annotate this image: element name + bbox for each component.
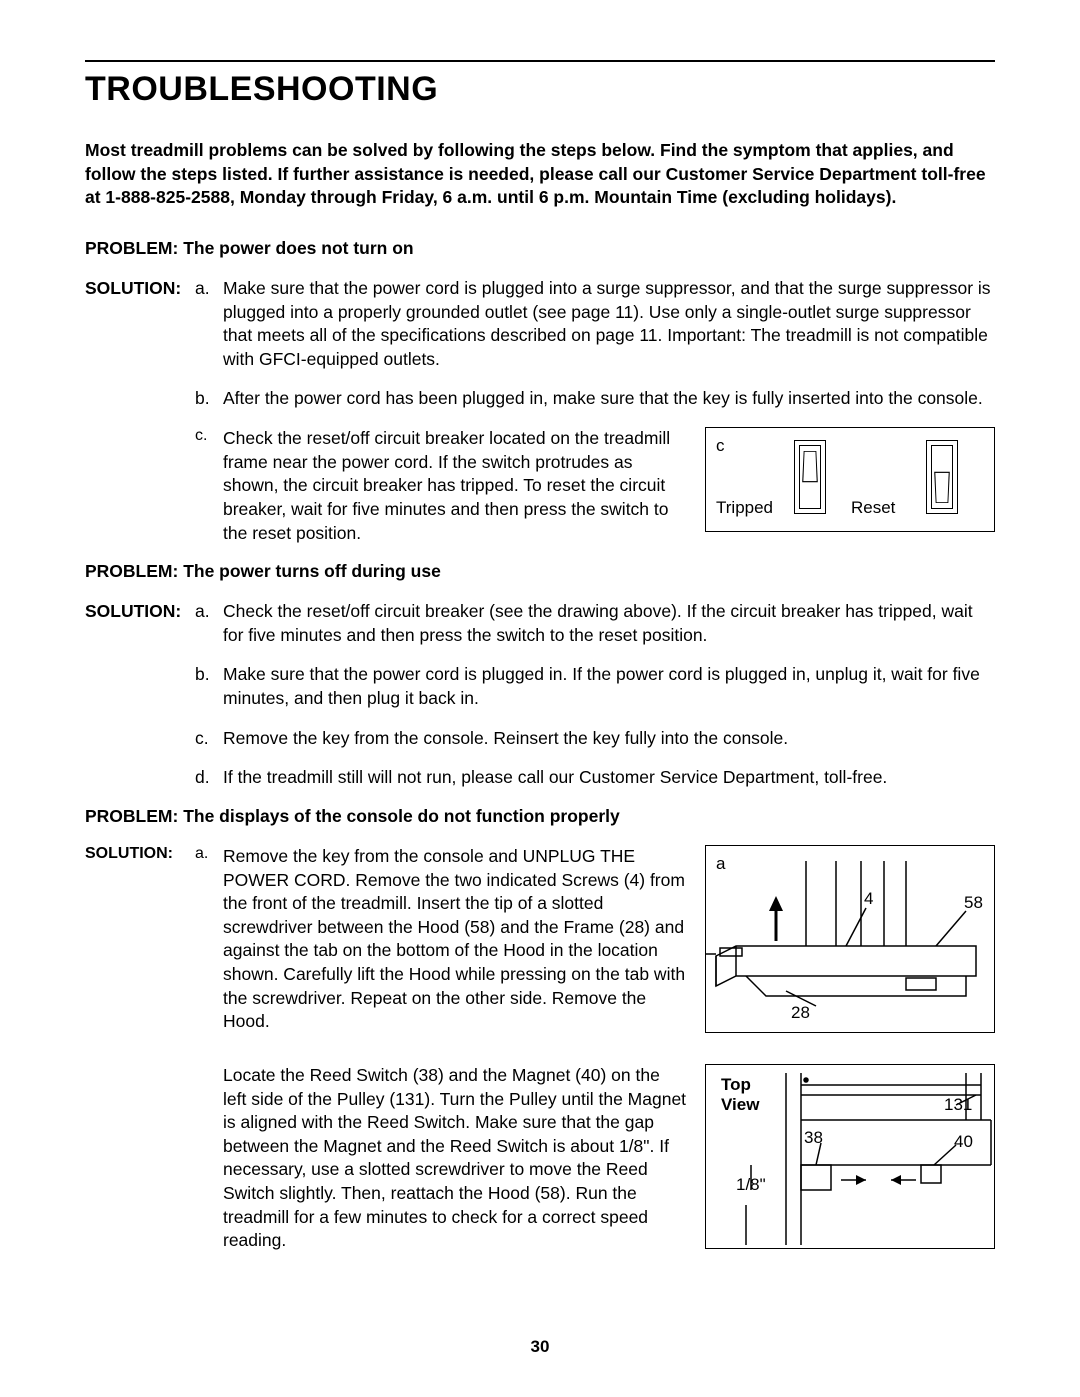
p1-solution-c-row: c. Check the reset/off circuit breaker l… [85, 427, 995, 545]
callout-40: 40 [954, 1132, 973, 1151]
solution-label: SOLUTION: [85, 845, 195, 1034]
callout-4: 4 [864, 889, 873, 908]
switch-reset-icon [926, 440, 958, 514]
p1-solution-a: SOLUTION: a. Make sure that the power co… [85, 277, 995, 372]
callout-131: 131 [944, 1095, 972, 1114]
figure-a: a [705, 845, 995, 1034]
item-body: Check the reset/off circuit breaker loca… [223, 427, 687, 545]
figure-top-view: Top View 131 38 40 1/8" [705, 1064, 995, 1253]
top-view-label-1: Top [721, 1075, 751, 1094]
figure-c: c Tripped Reset [705, 427, 995, 545]
item-body: Make sure that the power cord is plugged… [223, 277, 995, 372]
p2-solution-a: SOLUTION: a. Check the reset/off circuit… [85, 600, 995, 647]
item-letter: c. [195, 727, 223, 751]
item-body: Locate the Reed Switch (38) and the Magn… [223, 1064, 687, 1253]
page-number: 30 [0, 1337, 1080, 1357]
hood-diagram-icon: 4 58 28 [706, 846, 996, 1034]
p2-solution-b: b. Make sure that the power cord is plug… [85, 663, 995, 710]
item-body: Remove the key from the console. Reinser… [223, 727, 995, 751]
callout-58: 58 [964, 893, 983, 912]
p2-solution-d: d. If the treadmill still will not run, … [85, 766, 995, 790]
item-body: Check the reset/off circuit breaker (see… [223, 600, 995, 647]
item-letter: a. [195, 845, 223, 1034]
fig-a-label: a [716, 854, 725, 874]
top-view-label-2: View [721, 1095, 760, 1114]
fig-c-label: c [716, 436, 725, 456]
fig-c-tripped-label: Tripped [716, 498, 773, 518]
p3-solution-a-row: SOLUTION: a. Remove the key from the con… [85, 845, 995, 1034]
callout-38: 38 [804, 1128, 823, 1147]
page-title: TROUBLESHOOTING [85, 70, 995, 109]
reed-switch-diagram-icon: Top View 131 38 40 1/8" [706, 1065, 996, 1250]
item-letter: c. [195, 427, 223, 545]
item-letter: b. [195, 387, 223, 411]
p3-para2-row: Locate the Reed Switch (38) and the Magn… [85, 1064, 995, 1253]
item-letter: a. [195, 600, 223, 647]
callout-28: 28 [791, 1003, 810, 1022]
item-body: Remove the key from the console and UNPL… [223, 845, 687, 1034]
top-rule [85, 60, 995, 62]
problem-1-heading: PROBLEM: The power does not turn on [85, 238, 995, 259]
problem-2-heading: PROBLEM: The power turns off during use [85, 561, 995, 582]
item-body: If the treadmill still will not run, ple… [223, 766, 995, 790]
item-letter: d. [195, 766, 223, 790]
page: TROUBLESHOOTING Most treadmill problems … [0, 0, 1080, 1397]
p2-solution-c: c. Remove the key from the console. Rein… [85, 727, 995, 751]
switch-tripped-icon [794, 440, 826, 514]
fig-c-reset-label: Reset [851, 498, 895, 518]
intro-paragraph: Most treadmill problems can be solved by… [85, 139, 995, 210]
p1-solution-b: b. After the power cord has been plugged… [85, 387, 995, 411]
solution-label: SOLUTION: [85, 600, 195, 647]
item-letter: a. [195, 277, 223, 372]
item-body: Make sure that the power cord is plugged… [223, 663, 995, 710]
solution-label: SOLUTION: [85, 277, 195, 372]
item-letter: b. [195, 663, 223, 710]
item-body: After the power cord has been plugged in… [223, 387, 995, 411]
callout-gap: 1/8" [736, 1175, 766, 1194]
problem-3-heading: PROBLEM: The displays of the console do … [85, 806, 995, 827]
